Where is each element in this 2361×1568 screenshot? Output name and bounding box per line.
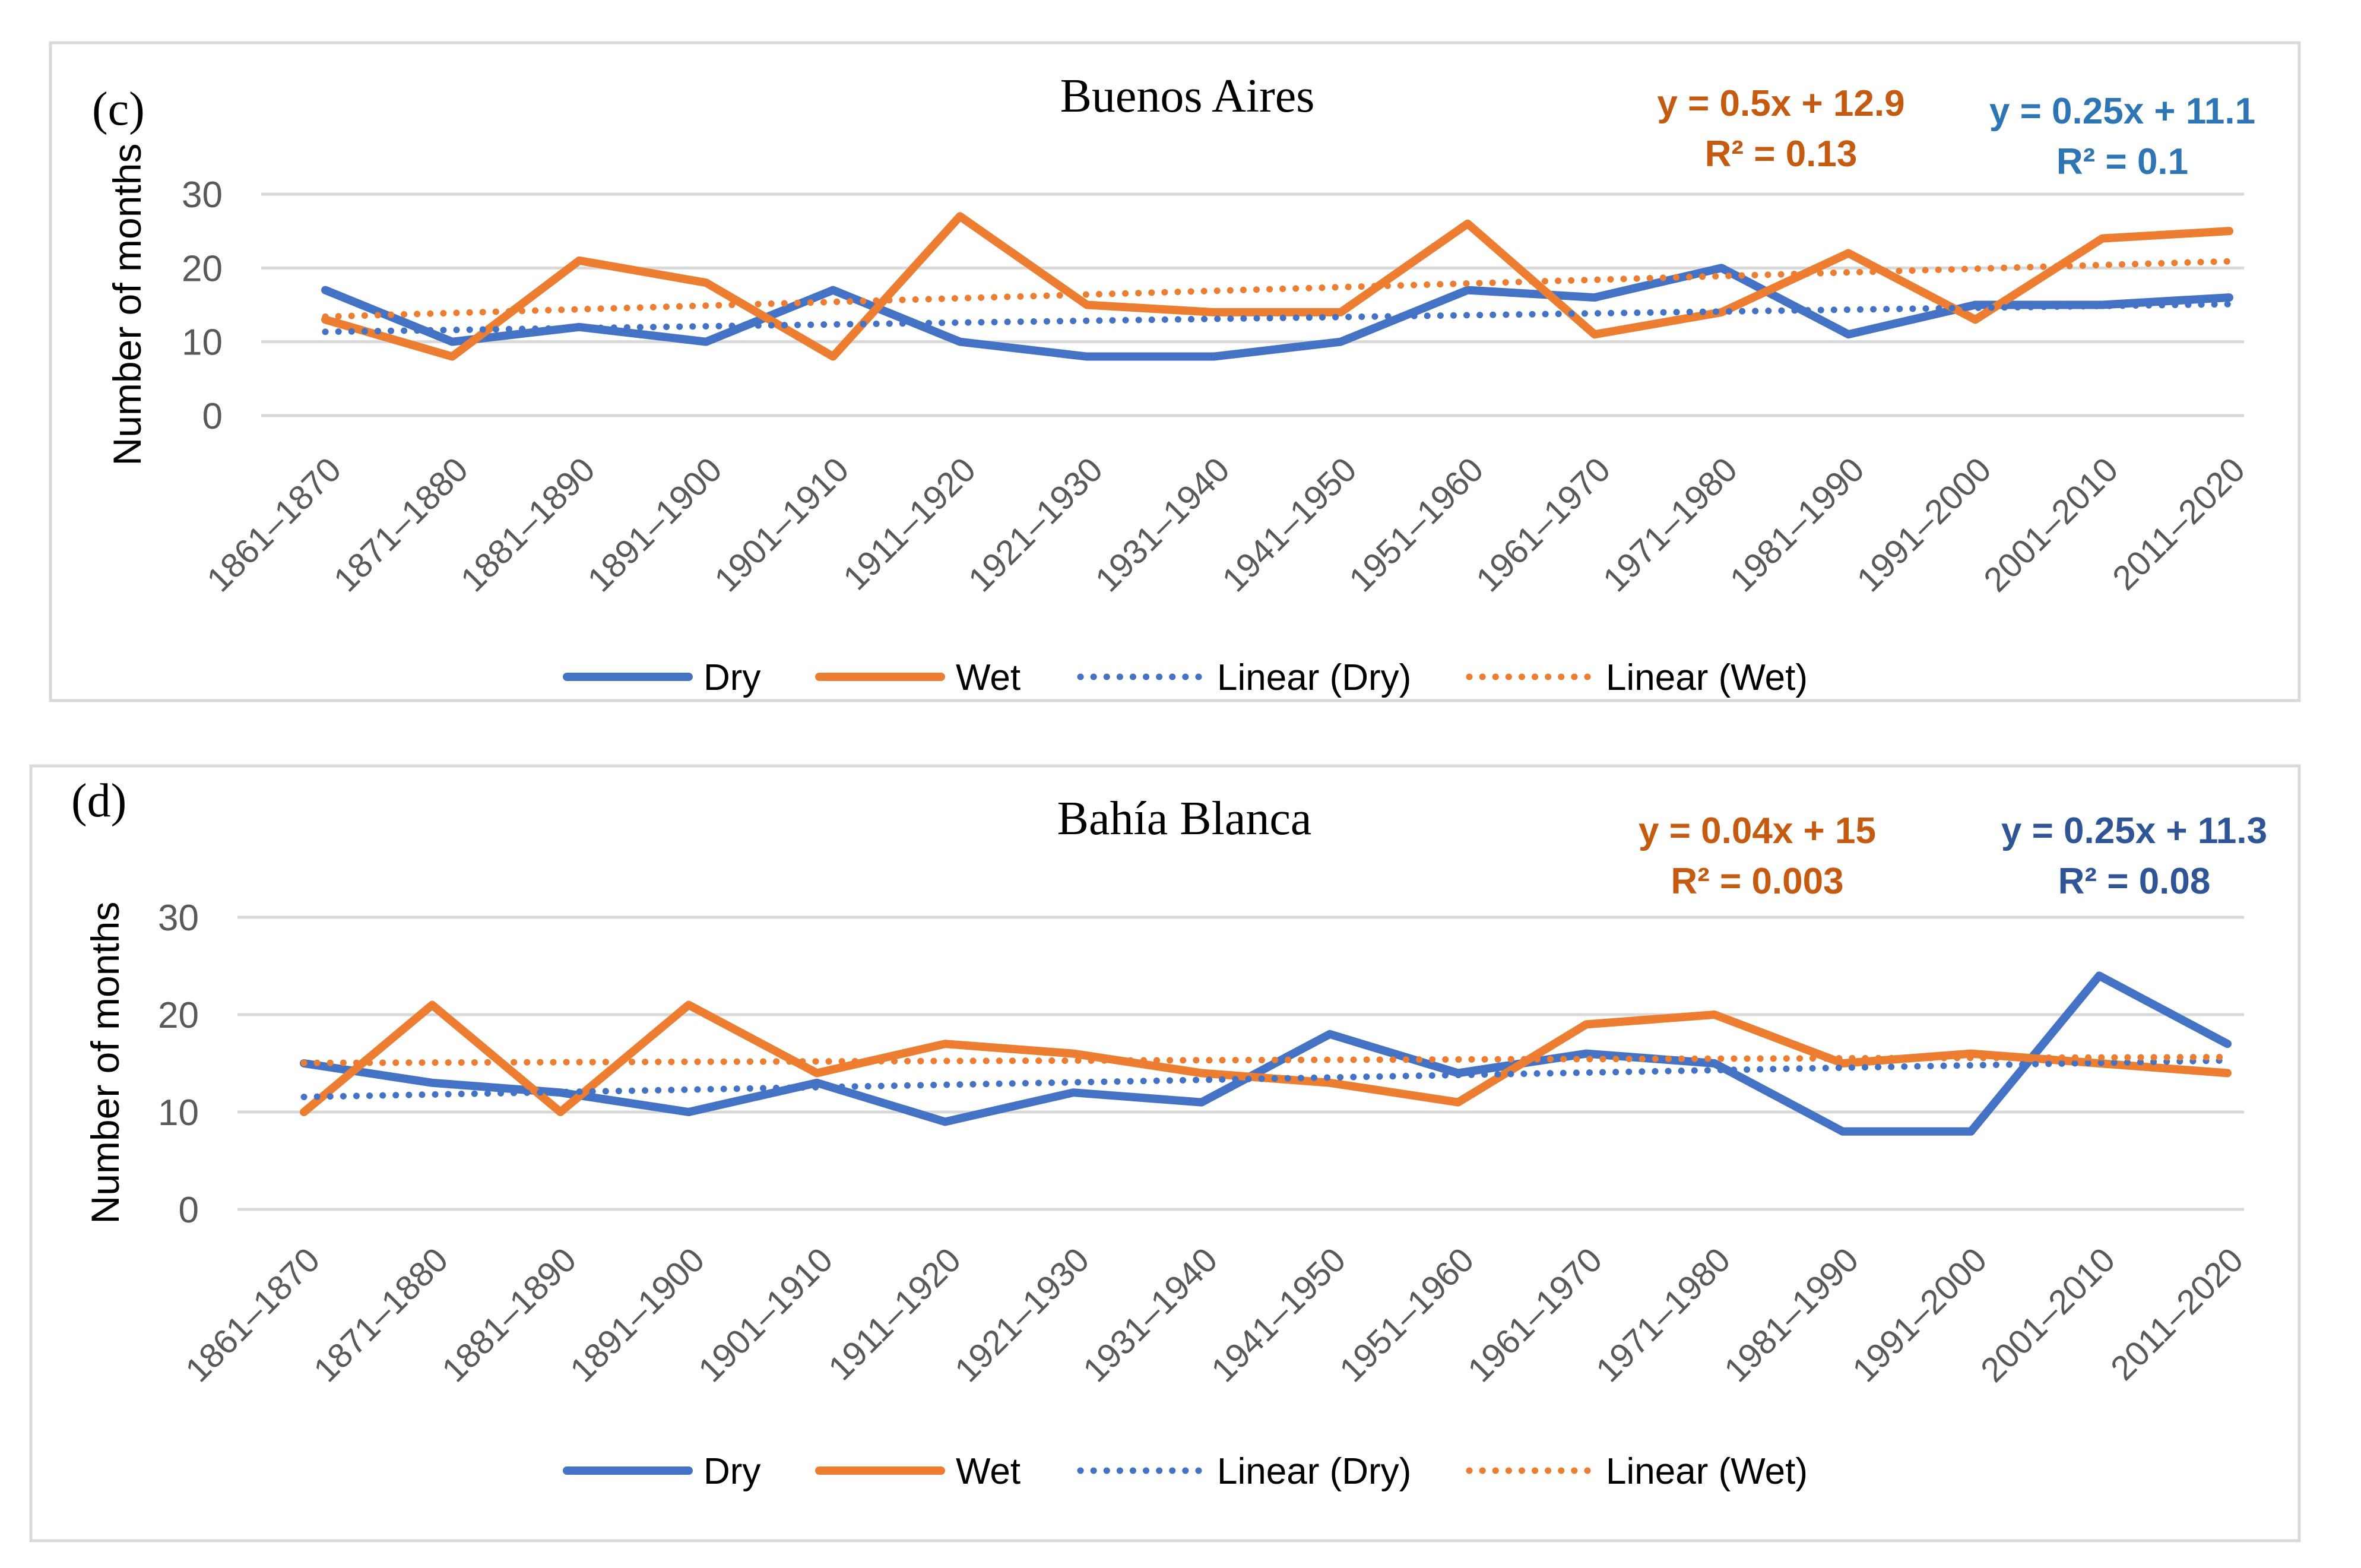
- trend-equation: y = 0.04x + 15: [1639, 810, 1876, 851]
- y-tick-label: 30: [158, 898, 199, 939]
- trend-r-squared: R² = 0.08: [2058, 861, 2211, 902]
- series-line-linear-dry: [300, 1057, 2231, 1101]
- y-tick-label: 30: [182, 175, 223, 216]
- legend-label: Linear (Wet): [1606, 657, 1808, 698]
- trend-r-squared: R² = 0.13: [1705, 134, 1858, 175]
- series-line-linear-wet: [300, 1054, 2231, 1066]
- series-line-wet: [321, 212, 2233, 361]
- legend-label: Dry: [703, 657, 760, 698]
- series-line-dry: [321, 264, 2233, 361]
- chart-title: Buenos Aires: [1060, 70, 1315, 122]
- legend-label: Linear (Dry): [1217, 1451, 1411, 1492]
- series-line-linear-wet: [322, 258, 2233, 320]
- trend-equation: y = 0.5x + 12.9: [1657, 83, 1904, 124]
- y-tick-label: 0: [202, 396, 223, 437]
- y-axis-label: Number of months: [105, 144, 149, 466]
- y-axis-label: Number of months: [83, 902, 127, 1224]
- chart-title: Bahía Blanca: [1057, 793, 1312, 845]
- legend-label: Dry: [703, 1451, 760, 1492]
- legend-label: Linear (Wet): [1606, 1451, 1808, 1492]
- trend-equation: y = 0.25x + 11.3: [2001, 810, 2267, 851]
- trend-equation: y = 0.25x + 11.1: [1989, 91, 2255, 132]
- y-tick-label: 10: [158, 1092, 199, 1133]
- y-tick-label: 0: [179, 1190, 199, 1231]
- series-line-linear-dry: [322, 300, 2233, 335]
- series-line-dry: [300, 971, 2232, 1136]
- chart-frame: [29, 764, 2301, 1542]
- y-tick-label: 20: [182, 248, 223, 289]
- legend-label: Wet: [956, 657, 1021, 698]
- trend-r-squared: R² = 0.1: [2056, 141, 2188, 182]
- y-tick-label: 20: [158, 995, 199, 1036]
- trend-r-squared: R² = 0.003: [1671, 861, 1843, 902]
- legend-label: Wet: [956, 1451, 1021, 1492]
- chart-frame: [49, 41, 2301, 702]
- y-tick-label: 10: [182, 322, 223, 363]
- panel-label: (d): [71, 775, 126, 827]
- legend: Dry Wet Linear (Dry) Linear (Wet): [563, 657, 1808, 698]
- legend-label: Linear (Dry): [1217, 657, 1411, 698]
- panel-label: (c): [92, 83, 145, 135]
- legend: Dry Wet Linear (Dry) Linear (Wet): [563, 1451, 1808, 1492]
